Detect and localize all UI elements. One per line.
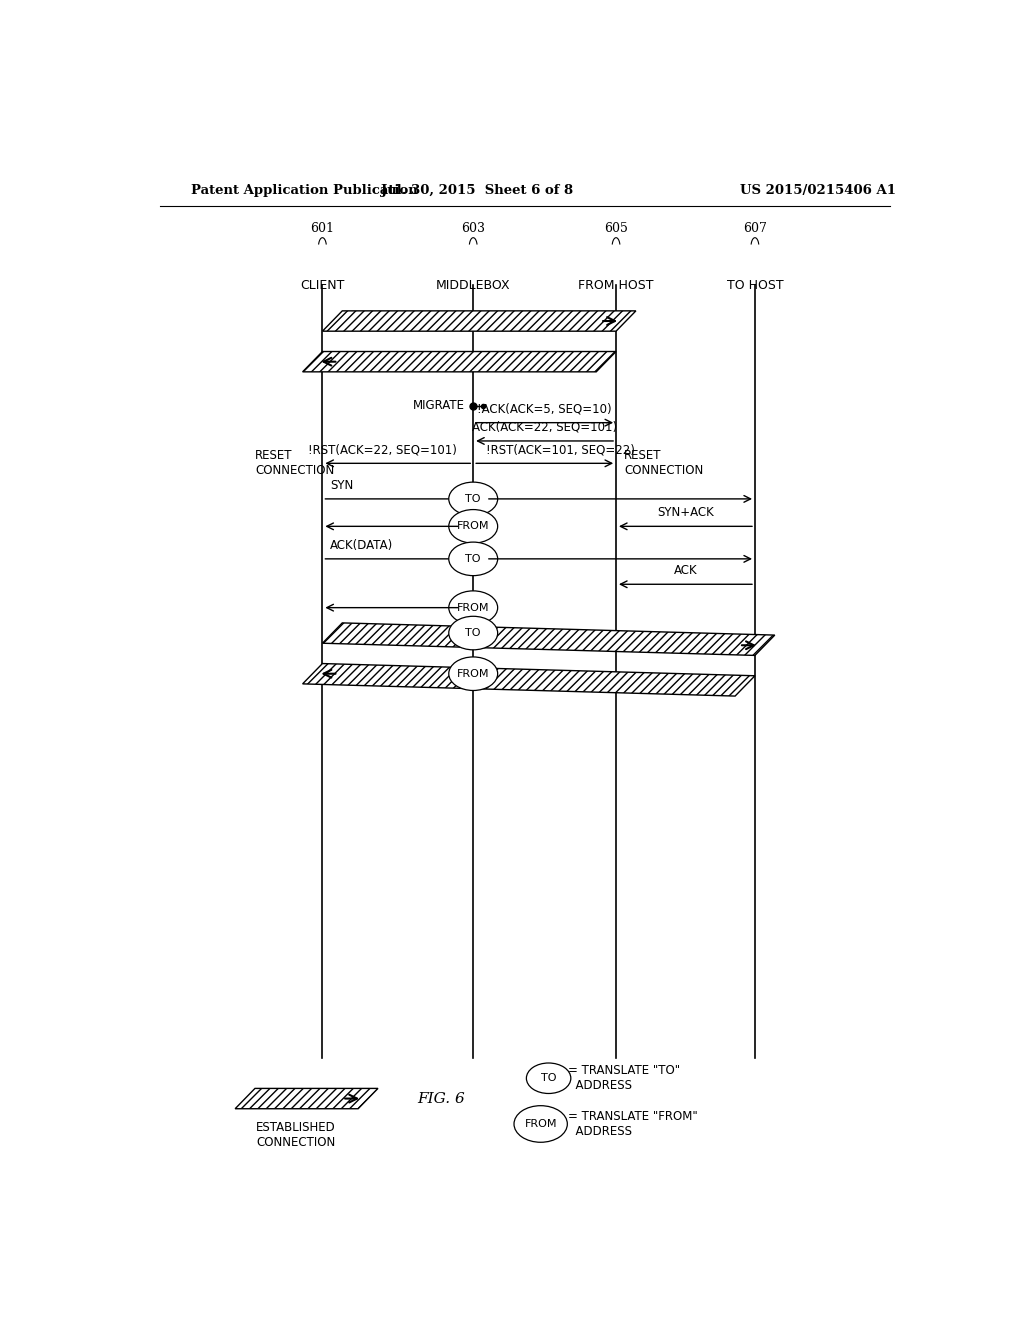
- Text: RESET
CONNECTION: RESET CONNECTION: [255, 449, 334, 478]
- Text: ACK: ACK: [674, 564, 697, 577]
- Text: !RST(ACK=101, SEQ=22): !RST(ACK=101, SEQ=22): [486, 444, 635, 457]
- Text: MIGRATE: MIGRATE: [414, 399, 465, 412]
- Ellipse shape: [449, 616, 498, 649]
- Text: TO: TO: [541, 1073, 556, 1084]
- Text: US 2015/0215406 A1: US 2015/0215406 A1: [740, 185, 896, 198]
- Text: ACK(ACK=22, SEQ=101): ACK(ACK=22, SEQ=101): [472, 421, 617, 434]
- Ellipse shape: [449, 657, 498, 690]
- Text: 603: 603: [461, 222, 485, 235]
- Text: FROM HOST: FROM HOST: [579, 280, 653, 292]
- Text: TO: TO: [466, 554, 481, 564]
- Text: Jul. 30, 2015  Sheet 6 of 8: Jul. 30, 2015 Sheet 6 of 8: [381, 185, 573, 198]
- Text: !RST(ACK=22, SEQ=101): !RST(ACK=22, SEQ=101): [307, 444, 457, 457]
- Text: 607: 607: [743, 222, 767, 235]
- Text: ESTABLISHED
CONNECTION: ESTABLISHED CONNECTION: [256, 1121, 336, 1148]
- Text: !ACK(ACK=5, SEQ=10): !ACK(ACK=5, SEQ=10): [477, 403, 612, 416]
- Ellipse shape: [449, 591, 498, 624]
- Ellipse shape: [514, 1106, 567, 1142]
- Text: FROM: FROM: [524, 1119, 557, 1129]
- Text: FROM: FROM: [457, 669, 489, 678]
- Text: FROM: FROM: [457, 603, 489, 612]
- Polygon shape: [323, 623, 775, 656]
- Polygon shape: [236, 1089, 378, 1109]
- Text: Patent Application Publication: Patent Application Publication: [191, 185, 418, 198]
- Text: TO: TO: [466, 494, 481, 504]
- Text: RESET
CONNECTION: RESET CONNECTION: [624, 449, 703, 478]
- Text: TO: TO: [466, 628, 481, 638]
- Text: 605: 605: [604, 222, 628, 235]
- Text: MIDDLEBOX: MIDDLEBOX: [436, 280, 511, 292]
- Polygon shape: [323, 312, 636, 331]
- Text: FIG. 6: FIG. 6: [418, 1092, 465, 1106]
- Text: = TRANSLATE "FROM"
  ADDRESS: = TRANSLATE "FROM" ADDRESS: [568, 1110, 698, 1138]
- Text: FROM: FROM: [457, 521, 489, 532]
- Polygon shape: [303, 664, 755, 696]
- Text: = TRANSLATE "TO"
  ADDRESS: = TRANSLATE "TO" ADDRESS: [568, 1064, 681, 1092]
- Ellipse shape: [449, 543, 498, 576]
- Text: CLIENT: CLIENT: [300, 280, 345, 292]
- Text: TO HOST: TO HOST: [727, 280, 783, 292]
- Text: ACK(DATA): ACK(DATA): [331, 539, 393, 552]
- Text: SYN+ACK: SYN+ACK: [657, 507, 714, 519]
- Ellipse shape: [526, 1063, 570, 1093]
- Text: 601: 601: [310, 222, 335, 235]
- Polygon shape: [303, 351, 616, 372]
- Ellipse shape: [449, 510, 498, 543]
- Ellipse shape: [449, 482, 498, 516]
- Text: SYN: SYN: [331, 479, 353, 492]
